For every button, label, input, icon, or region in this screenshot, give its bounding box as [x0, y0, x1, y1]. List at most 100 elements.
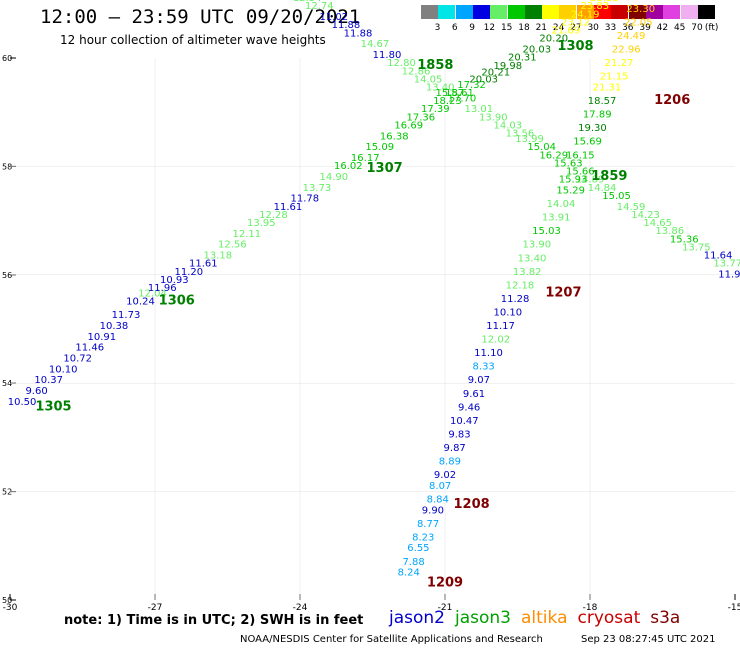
pass-time-label: 1307	[366, 161, 402, 176]
wave-height-value: 14.03	[494, 120, 523, 131]
wave-height-value: 11.88	[344, 28, 373, 39]
color-swatch	[663, 5, 681, 19]
wave-height-value: 9.46	[458, 402, 480, 413]
color-scale-label: 39	[639, 23, 651, 33]
wave-height-value: 8.33	[473, 362, 495, 373]
wave-height-value: 14.65	[643, 218, 672, 229]
x-tick-label: -30	[3, 603, 18, 613]
wave-height-value: 11.91	[718, 270, 740, 281]
map-subtitle: 12 hour collection of altimeter wave hei…	[60, 33, 326, 47]
wave-height-value: 13.40	[426, 83, 455, 94]
wave-height-value: 24.49	[617, 31, 646, 42]
wave-height-value: 11.17	[486, 321, 515, 332]
color-swatch	[576, 5, 594, 19]
wave-height-value: 12.86	[402, 66, 431, 77]
wave-height-value: 21.27	[605, 58, 634, 69]
wave-height-value: 19.98	[494, 61, 523, 72]
wave-height-value: 21.69	[552, 26, 581, 37]
color-scale-label: 42	[656, 23, 669, 33]
wave-height-value: 11.64	[704, 251, 733, 262]
wave-height-value: 10.91	[88, 332, 117, 343]
wave-height-value: 20.21	[481, 67, 510, 78]
color-swatch	[559, 5, 577, 19]
pass-time-label: 1207	[545, 285, 581, 300]
wave-height-value: 20.20	[539, 34, 568, 45]
color-swatch	[628, 5, 646, 19]
wave-height-value: 16.15	[566, 150, 595, 161]
color-scale-label: 27	[570, 23, 582, 33]
color-scale-unit: (ft)	[704, 23, 719, 33]
wave-height-value: 13.99	[515, 134, 544, 145]
wave-height-value: 23.30	[626, 4, 655, 15]
wave-height-value: 10.24	[126, 297, 155, 308]
wave-height-value: 20.03	[523, 45, 552, 56]
color-scale-label: 33	[604, 23, 617, 33]
wave-height-value: 18.57	[588, 96, 617, 107]
wave-height-value: 14.05	[414, 74, 443, 85]
wave-height-value: 17.70	[448, 93, 477, 104]
wave-height-value: 15.05	[602, 191, 631, 202]
wave-height-value: 23.83	[581, 1, 610, 12]
wave-height-value: 9.83	[448, 429, 470, 440]
wave-height-value: 15.93	[559, 175, 588, 186]
x-tick-label: -24	[293, 603, 308, 613]
wave-height-value: 13.86	[655, 226, 684, 237]
color-swatch	[697, 5, 715, 19]
x-tick-label: -18	[583, 603, 598, 613]
color-scale-label: 9	[469, 23, 475, 33]
wave-height-value: 10.93	[160, 275, 189, 286]
footer-note: note: 1) Time is in UTC; 2) SWH is in fe…	[64, 613, 364, 628]
color-swatch	[507, 5, 525, 19]
wave-height-value: 8.77	[417, 519, 439, 530]
wave-height-value: 10.38	[100, 321, 129, 332]
wave-height-value: 13.40	[518, 253, 547, 264]
wave-height-value: 9.61	[463, 389, 485, 400]
wave-height-value: 11.20	[175, 267, 204, 278]
x-tick-label: -15	[728, 603, 740, 613]
wave-height-value: 12.54	[293, 0, 322, 4]
wave-height-value: 12.28	[259, 210, 288, 221]
wave-height-value: 24.19	[571, 9, 600, 20]
wave-height-value: 16.02	[334, 161, 363, 172]
color-scale-label: 24	[552, 23, 565, 33]
color-swatch	[542, 5, 560, 19]
color-swatch	[438, 5, 456, 19]
wave-height-value: 11.02	[320, 12, 349, 23]
wave-height-value: 10.37	[34, 375, 63, 386]
wave-height-value: 10.50	[8, 397, 37, 408]
wave-height-value: 17.32	[457, 80, 486, 91]
wave-height-value: 9.87	[444, 443, 466, 454]
wave-height-value: 23.33	[590, 0, 619, 4]
wave-height-value: 11.78	[291, 194, 320, 205]
wave-height-value: 8.07	[429, 481, 451, 492]
wave-height-value: 15.57	[436, 88, 465, 99]
wave-height-value: 9.60	[25, 386, 47, 397]
legend-altika: altika	[521, 608, 568, 628]
generated-timestamp: Sep 23 08:27:45 UTC 2021	[581, 634, 716, 645]
wave-height-value: 23.34	[629, 0, 658, 1]
wave-height-value: 6.55	[407, 543, 429, 554]
pass-time-label: 1206	[654, 93, 690, 108]
color-scale-label: 36	[622, 23, 634, 33]
credit-text: NOAA/NESDIS Center for Satellite Applica…	[240, 634, 543, 645]
wave-height-value: 11.61	[189, 259, 218, 270]
legend-jason3: jason3	[455, 608, 511, 628]
wave-height-value: 15.03	[532, 226, 561, 237]
y-tick-label: 56	[2, 271, 12, 280]
color-swatch	[611, 5, 629, 19]
wave-height-value: 9.07	[468, 375, 490, 386]
pass-time-label: 1305	[35, 399, 71, 414]
wave-height-value: 16.38	[380, 131, 409, 142]
wave-height-value: 9.02	[434, 470, 456, 481]
x-tick-label: -27	[148, 603, 163, 613]
wave-height-value: 12.56	[218, 240, 247, 251]
wave-height-value: 15.66	[566, 167, 595, 178]
wave-height-value: 10.47	[450, 416, 479, 427]
color-scale-label: 45	[673, 23, 686, 33]
wave-height-value: 8.23	[412, 532, 434, 543]
wave-height-value: 11.10	[474, 348, 503, 359]
wave-height-value: 15.63	[554, 158, 583, 169]
wave-height-value: 12.18	[506, 280, 535, 291]
wave-height-value: 15.36	[670, 234, 699, 245]
